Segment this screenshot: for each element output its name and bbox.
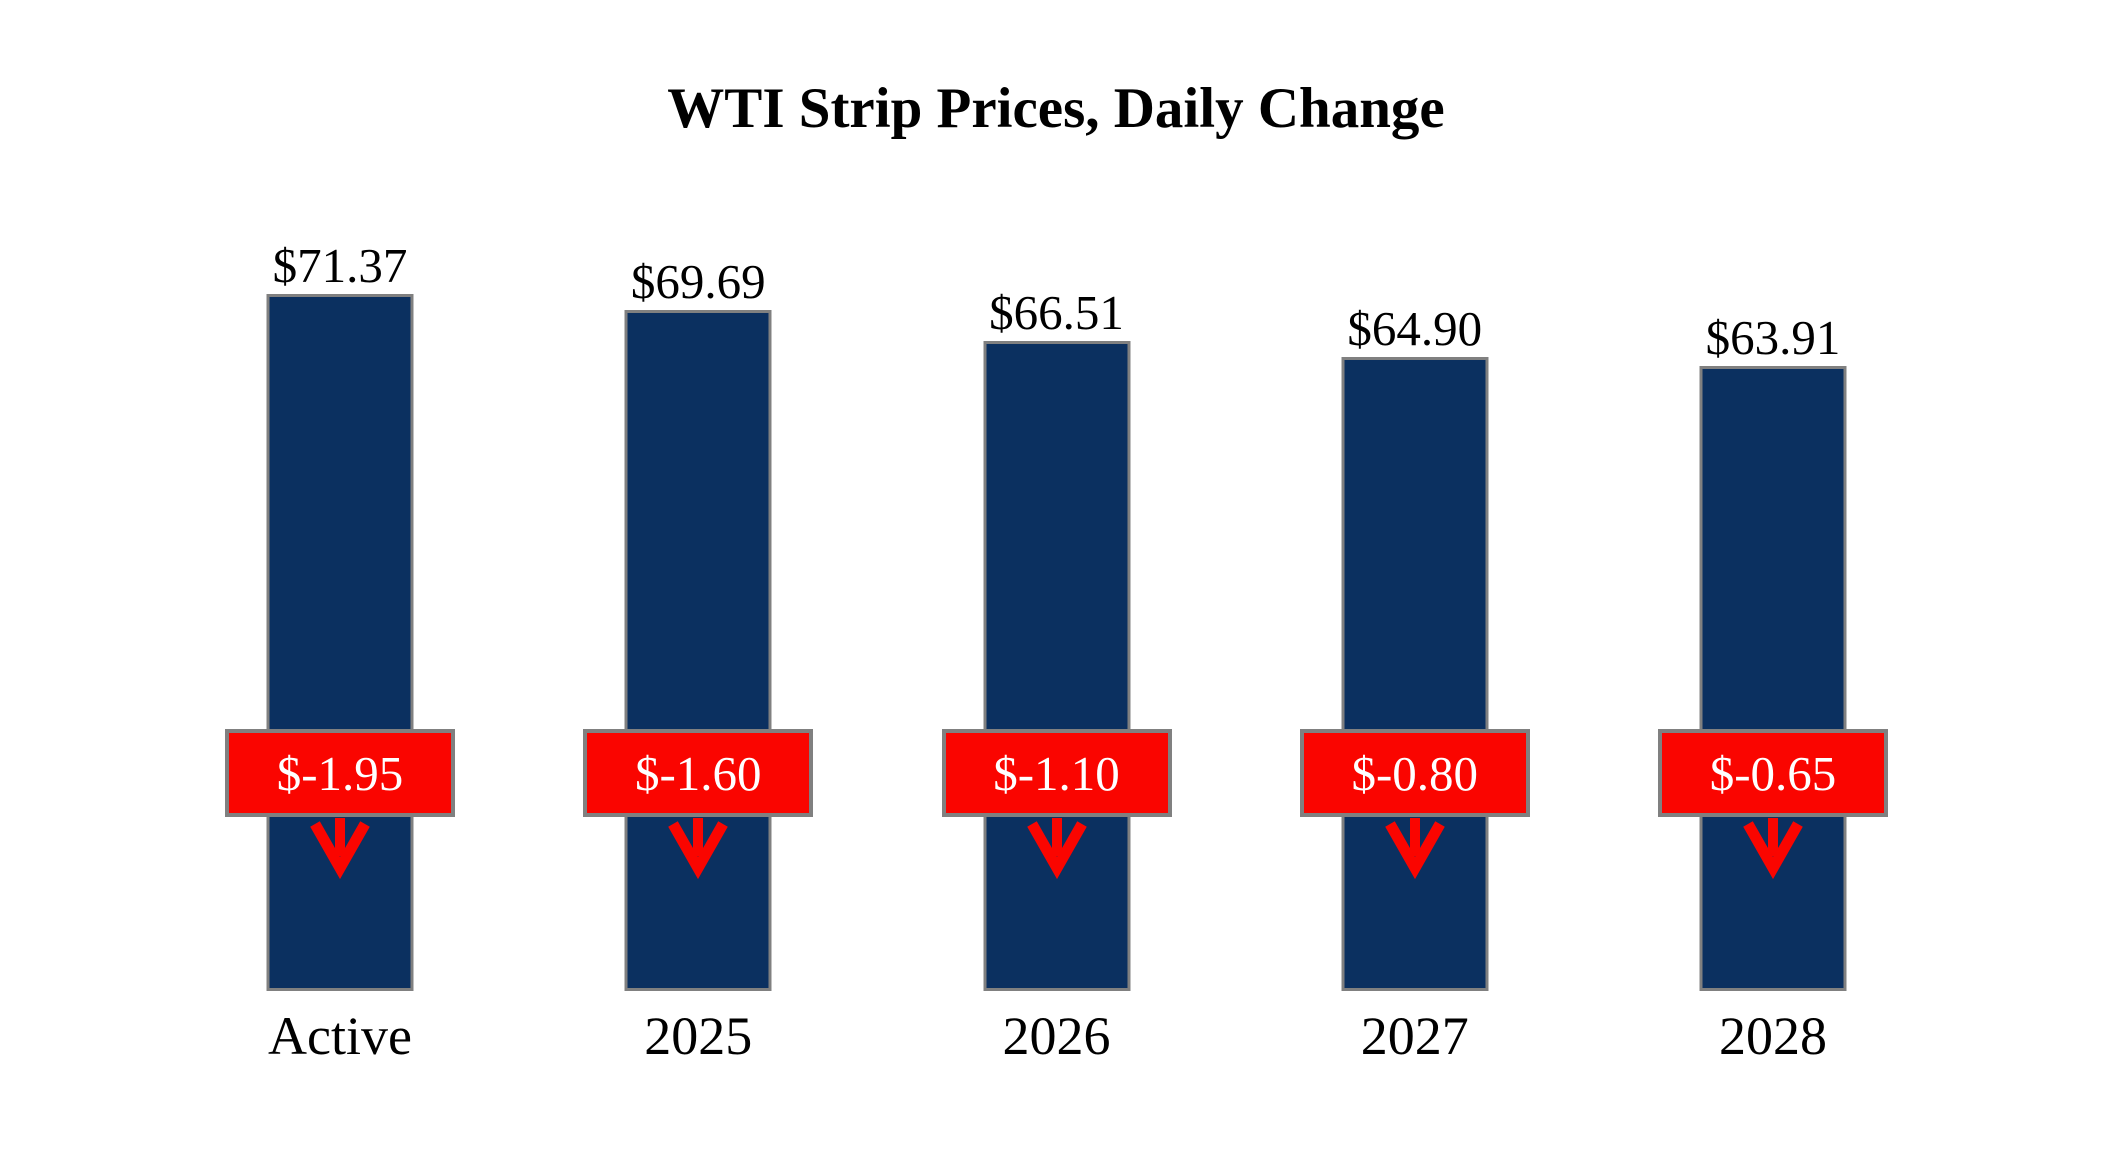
price-label: $69.69: [630, 254, 766, 309]
down-arrow-icon: [1026, 818, 1087, 880]
category-label: 2025: [644, 1006, 753, 1066]
price-bar: [983, 341, 1130, 991]
price-label: $64.90: [1347, 301, 1483, 356]
bar-group-2025: $69.69 $-1.60 2025: [548, 180, 848, 1080]
bar-group-active: $71.37 $-1.95 Active: [190, 180, 490, 1080]
daily-change-badge: $-1.60: [583, 729, 814, 817]
daily-change-badge: $-1.10: [941, 729, 1172, 817]
price-label: $71.37: [272, 238, 408, 293]
down-arrow-icon: [1384, 818, 1445, 880]
price-bar: [1341, 357, 1489, 991]
down-arrow-icon: [310, 818, 370, 880]
bar-group-2026: $66.51 $-1.10 2026: [907, 180, 1207, 1080]
down-arrow-icon: [668, 818, 729, 880]
daily-change-badge: $-1.95: [225, 729, 455, 817]
plot-area: $71.37 $-1.95 Active $69.69 $-1.60 2025 $66.51…: [190, 180, 1923, 1080]
price-label: $66.51: [989, 285, 1124, 340]
daily-change-badge: $-0.65: [1658, 729, 1888, 817]
price-bar: [266, 294, 414, 991]
category-label: 2027: [1360, 1006, 1469, 1066]
price-bar: [624, 310, 772, 991]
daily-change-badge: $-0.80: [1299, 729, 1530, 817]
category-label: 2028: [1719, 1006, 1827, 1066]
down-arrow-icon: [1743, 818, 1803, 880]
bar-group-2027: $64.90 $-0.80 2027: [1265, 180, 1565, 1080]
price-bar: [1699, 366, 1847, 991]
category-label: Active: [268, 1006, 412, 1066]
bar-group-2028: $63.91 $-0.65 2028: [1623, 180, 1923, 1080]
chart-title: WTI Strip Prices, Daily Change: [667, 77, 1445, 140]
category-label: 2026: [1002, 1006, 1111, 1066]
price-label: $63.91: [1705, 310, 1841, 365]
